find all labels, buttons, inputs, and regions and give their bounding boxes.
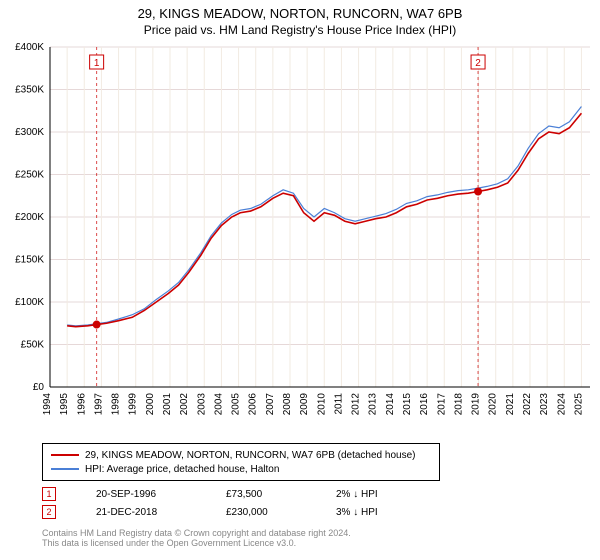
sale-diff: 2% ↓ HPI bbox=[336, 489, 378, 500]
sale-price: £230,000 bbox=[226, 507, 296, 518]
svg-text:1: 1 bbox=[94, 58, 100, 69]
svg-text:£50K: £50K bbox=[21, 340, 45, 351]
title-main: 29, KINGS MEADOW, NORTON, RUNCORN, WA7 6… bbox=[0, 6, 600, 21]
svg-text:2023: 2023 bbox=[539, 393, 550, 416]
sale-date: 20-SEP-1996 bbox=[96, 489, 186, 500]
svg-text:2019: 2019 bbox=[471, 393, 482, 416]
legend: 29, KINGS MEADOW, NORTON, RUNCORN, WA7 6… bbox=[42, 443, 440, 481]
svg-text:£400K: £400K bbox=[15, 42, 44, 53]
svg-text:£150K: £150K bbox=[15, 255, 44, 266]
svg-text:2001: 2001 bbox=[162, 393, 173, 416]
svg-text:2009: 2009 bbox=[299, 393, 310, 416]
svg-text:£0: £0 bbox=[33, 382, 45, 393]
sale-diff: 3% ↓ HPI bbox=[336, 507, 378, 518]
sale-price: £73,500 bbox=[226, 489, 296, 500]
svg-text:1997: 1997 bbox=[93, 393, 104, 416]
svg-text:£250K: £250K bbox=[15, 170, 44, 181]
svg-text:£200K: £200K bbox=[15, 212, 44, 223]
legend-row: HPI: Average price, detached house, Halt… bbox=[51, 462, 431, 476]
footer-text: Contains HM Land Registry data © Crown c… bbox=[42, 528, 351, 538]
svg-text:1998: 1998 bbox=[111, 393, 122, 416]
svg-text:2020: 2020 bbox=[488, 393, 499, 416]
footer-text: This data is licensed under the Open Gov… bbox=[42, 538, 351, 548]
svg-text:2011: 2011 bbox=[333, 393, 344, 415]
svg-text:2000: 2000 bbox=[145, 393, 156, 416]
svg-text:2016: 2016 bbox=[419, 393, 430, 416]
svg-text:2022: 2022 bbox=[522, 393, 533, 416]
svg-text:2: 2 bbox=[475, 58, 481, 69]
svg-text:£350K: £350K bbox=[15, 85, 44, 96]
svg-text:2012: 2012 bbox=[351, 393, 362, 416]
table-row: 1 20-SEP-1996 £73,500 2% ↓ HPI bbox=[42, 485, 378, 503]
legend-swatch bbox=[51, 468, 79, 470]
svg-text:2002: 2002 bbox=[179, 393, 190, 416]
svg-text:2025: 2025 bbox=[573, 393, 584, 416]
legend-label: HPI: Average price, detached house, Halt… bbox=[85, 464, 279, 475]
svg-text:2015: 2015 bbox=[402, 393, 413, 416]
marker-badge: 2 bbox=[42, 505, 56, 519]
svg-text:2014: 2014 bbox=[385, 393, 396, 416]
legend-row: 29, KINGS MEADOW, NORTON, RUNCORN, WA7 6… bbox=[51, 448, 431, 462]
legend-swatch bbox=[51, 454, 79, 456]
svg-text:2006: 2006 bbox=[248, 393, 259, 416]
title-sub: Price paid vs. HM Land Registry's House … bbox=[0, 23, 600, 37]
sale-date: 21-DEC-2018 bbox=[96, 507, 186, 518]
marker-badge: 1 bbox=[42, 487, 56, 501]
svg-text:2003: 2003 bbox=[196, 393, 207, 416]
svg-text:2021: 2021 bbox=[505, 393, 516, 416]
footer: Contains HM Land Registry data © Crown c… bbox=[42, 528, 351, 548]
svg-text:1996: 1996 bbox=[76, 393, 87, 416]
price-chart: £0 £50K £100K £150K £200K £250K £300K £350K £400… bbox=[0, 37, 600, 437]
sales-table: 1 20-SEP-1996 £73,500 2% ↓ HPI 2 21-DEC-… bbox=[42, 485, 378, 521]
svg-text:2005: 2005 bbox=[231, 393, 242, 416]
svg-text:2008: 2008 bbox=[282, 393, 293, 416]
svg-text:2007: 2007 bbox=[265, 393, 276, 416]
svg-text:1999: 1999 bbox=[128, 393, 139, 416]
titles: 29, KINGS MEADOW, NORTON, RUNCORN, WA7 6… bbox=[0, 0, 600, 37]
table-row: 2 21-DEC-2018 £230,000 3% ↓ HPI bbox=[42, 503, 378, 521]
svg-text:2024: 2024 bbox=[556, 393, 567, 416]
chart-container: 29, KINGS MEADOW, NORTON, RUNCORN, WA7 6… bbox=[0, 0, 600, 560]
svg-text:2018: 2018 bbox=[453, 393, 464, 416]
svg-text:2004: 2004 bbox=[213, 393, 224, 416]
svg-text:£300K: £300K bbox=[15, 127, 44, 138]
svg-text:2017: 2017 bbox=[436, 393, 447, 416]
svg-text:£100K: £100K bbox=[15, 297, 44, 308]
legend-label: 29, KINGS MEADOW, NORTON, RUNCORN, WA7 6… bbox=[85, 450, 415, 461]
svg-text:2010: 2010 bbox=[316, 393, 327, 416]
svg-text:2013: 2013 bbox=[368, 393, 379, 416]
svg-text:1994: 1994 bbox=[42, 393, 53, 416]
svg-text:1995: 1995 bbox=[59, 393, 70, 416]
